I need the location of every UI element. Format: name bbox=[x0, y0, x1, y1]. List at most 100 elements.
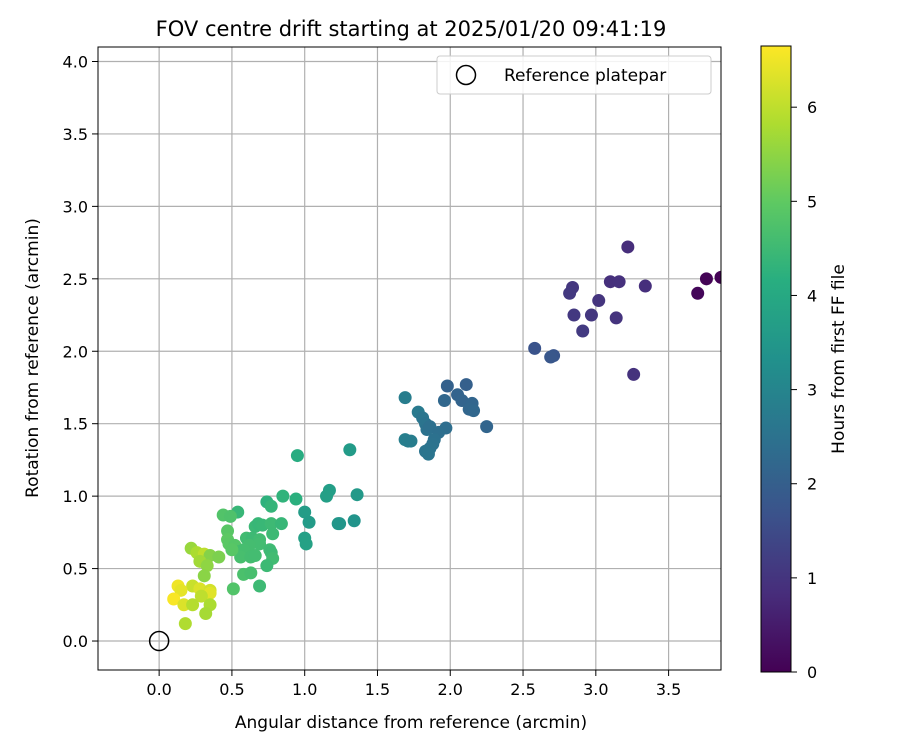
scatter-point bbox=[459, 378, 473, 392]
scatter-point bbox=[302, 515, 316, 529]
y-tick-label: 1.0 bbox=[63, 487, 88, 506]
scatter-point bbox=[178, 617, 192, 631]
y-tick-label: 3.0 bbox=[63, 197, 88, 216]
scatter-point bbox=[714, 270, 721, 284]
scatter-point bbox=[609, 311, 623, 325]
colorbar-tick-label: 2 bbox=[807, 475, 817, 494]
scatter-point bbox=[455, 394, 469, 408]
scatter-point bbox=[638, 279, 652, 293]
scatter-point bbox=[248, 549, 262, 563]
scatter-point bbox=[699, 272, 713, 286]
scatter-point bbox=[576, 324, 590, 338]
scatter-point bbox=[528, 341, 542, 355]
scatter-point bbox=[167, 592, 181, 606]
scatter-point bbox=[212, 550, 226, 564]
scatter-point bbox=[225, 543, 239, 557]
colorbar-tick-label: 3 bbox=[807, 381, 817, 400]
scatter-point bbox=[289, 492, 303, 506]
colorbar-tick-label: 0 bbox=[807, 663, 817, 682]
colorbar-label: Hours from first FF file bbox=[829, 264, 849, 454]
legend: Reference platepar bbox=[436, 55, 712, 95]
x-tick-label: 2.0 bbox=[438, 680, 463, 699]
y-tick-label: 3.5 bbox=[63, 125, 88, 144]
colorbar-tick-label: 6 bbox=[807, 98, 817, 117]
scatter-point bbox=[174, 583, 188, 597]
x-tick-label: 0.5 bbox=[219, 680, 244, 699]
scatter-point bbox=[253, 537, 267, 551]
legend-label: Reference platepar bbox=[504, 66, 666, 86]
scatter-point bbox=[200, 559, 214, 573]
legend-box bbox=[436, 55, 712, 95]
chart-title: FOV centre drift starting at 2025/01/20 … bbox=[156, 17, 667, 41]
scatter-point bbox=[199, 606, 213, 620]
scatter-point bbox=[223, 509, 237, 523]
scatter-point bbox=[467, 404, 481, 418]
scatter-point bbox=[264, 517, 278, 531]
x-tick-label: 0.0 bbox=[146, 680, 171, 699]
y-tick-label: 2.5 bbox=[63, 270, 88, 289]
legend-marker-icon bbox=[455, 64, 477, 86]
scatter-point bbox=[404, 434, 418, 448]
scatter-point bbox=[544, 350, 558, 364]
scatter-point bbox=[234, 550, 248, 564]
y-tick-label: 4.0 bbox=[63, 52, 88, 71]
scatter-point bbox=[440, 379, 454, 393]
scatter-point bbox=[253, 579, 267, 593]
colorbar-ticks: 0 1 2 3 4 5 6 bbox=[791, 98, 817, 682]
colorbar-tick-label: 5 bbox=[807, 192, 817, 211]
scatter-point bbox=[290, 449, 304, 463]
scatter-point bbox=[421, 447, 435, 461]
scatter-point bbox=[266, 527, 280, 541]
x-axis-ticks: 0.0 0.5 1.0 1.5 2.0 2.5 3.0 3.5 bbox=[146, 670, 681, 699]
scatter-point bbox=[612, 275, 626, 289]
grid-lines bbox=[98, 47, 721, 670]
scatter-point bbox=[197, 569, 211, 583]
scatter-point bbox=[299, 537, 313, 551]
scatter-point bbox=[347, 514, 361, 528]
scatter-point bbox=[398, 391, 412, 405]
colorbar: 0 1 2 3 4 5 6 Hours from first FF file bbox=[760, 45, 849, 682]
scatter-point bbox=[691, 286, 705, 300]
reference-point bbox=[148, 630, 170, 652]
scatter-points bbox=[167, 240, 721, 631]
y-axis-label: Rotation from reference (arcmin) bbox=[23, 218, 43, 498]
scatter-point bbox=[333, 517, 347, 531]
scatter-point bbox=[350, 488, 364, 502]
x-tick-label: 1.5 bbox=[365, 680, 390, 699]
scatter-point bbox=[194, 589, 208, 603]
y-tick-label: 0.0 bbox=[63, 632, 88, 651]
colorbar-tick-label: 1 bbox=[807, 569, 817, 588]
scatter-point bbox=[320, 489, 334, 503]
y-axis-ticks: 0.0 0.5 1.0 1.5 2.0 2.5 3.0 3.5 4.0 bbox=[63, 52, 98, 651]
scatter-point bbox=[480, 420, 494, 434]
y-tick-label: 1.5 bbox=[63, 415, 88, 434]
scatter-point bbox=[226, 582, 240, 596]
scatter-point bbox=[244, 566, 258, 580]
x-tick-label: 3.5 bbox=[656, 680, 681, 699]
scatter-point bbox=[298, 505, 312, 519]
scatter-point bbox=[343, 443, 357, 457]
scatter-point bbox=[260, 559, 274, 573]
reference-marker bbox=[148, 630, 170, 652]
scatter-point bbox=[592, 294, 606, 308]
y-tick-label: 0.5 bbox=[63, 560, 88, 579]
scatter-point bbox=[567, 308, 581, 322]
x-tick-label: 3.0 bbox=[583, 680, 608, 699]
scatter-point bbox=[264, 499, 278, 513]
colorbar-gradient bbox=[760, 45, 792, 673]
scatter-point bbox=[437, 394, 451, 408]
x-tick-label: 1.0 bbox=[292, 680, 317, 699]
scatter-point bbox=[186, 598, 200, 612]
scatter-point bbox=[274, 517, 288, 531]
scatter-point bbox=[276, 489, 290, 503]
scatter-point bbox=[563, 286, 577, 300]
x-axis-label: Angular distance from reference (arcmin) bbox=[235, 713, 587, 733]
y-tick-label: 2.0 bbox=[63, 342, 88, 361]
x-tick-label: 2.5 bbox=[510, 680, 535, 699]
scatter-point bbox=[584, 308, 598, 322]
plot-frame bbox=[97, 46, 722, 671]
scatter-point bbox=[621, 240, 635, 254]
colorbar-tick-label: 4 bbox=[807, 286, 817, 305]
scatter-point bbox=[627, 367, 641, 381]
